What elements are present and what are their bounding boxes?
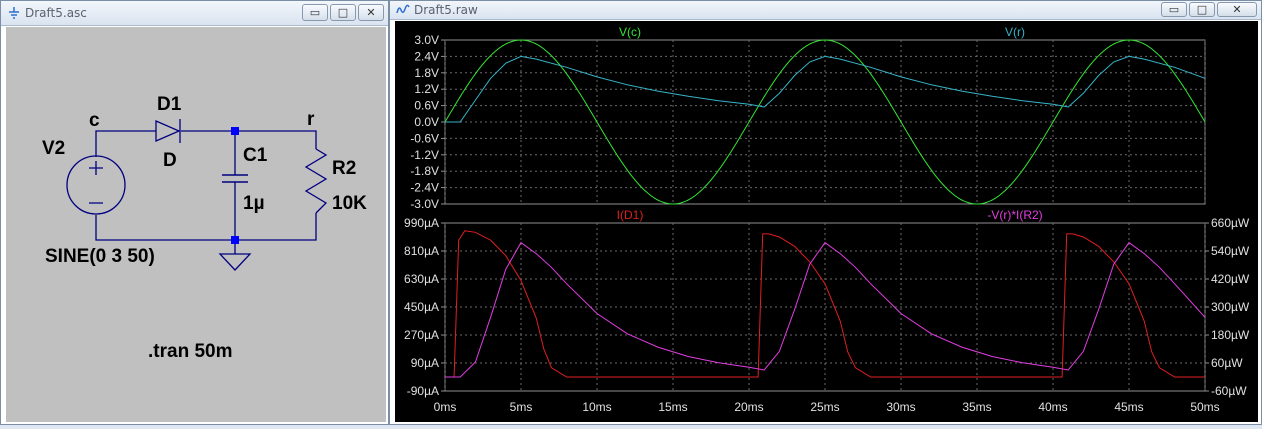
y2-tick-label: 180µW <box>1211 328 1250 342</box>
schematic-window[interactable]: Draft5.asc ▭ □ ✕ <box>0 0 389 425</box>
x-tick-label: 5ms <box>510 400 533 414</box>
x-tick-label: 40ms <box>1038 400 1067 414</box>
schematic-title: Draft5.asc <box>25 6 87 20</box>
maximize-icon: □ <box>337 6 349 19</box>
y-tick-label: 270µA <box>404 328 439 342</box>
close-button[interactable]: ✕ <box>358 4 384 21</box>
x-tick-label: 0ms <box>434 400 457 414</box>
wire-top[interactable] <box>181 130 317 149</box>
x-tick-label: 30ms <box>886 400 915 414</box>
y-tick-label: -1.8V <box>410 164 439 178</box>
x-tick-label: 45ms <box>1114 400 1143 414</box>
diode-name: D1 <box>157 94 182 115</box>
y-tick-label: -1.2V <box>410 148 439 162</box>
y-tick-label: -2.4V <box>410 181 439 195</box>
y-tick-label: 450µA <box>404 300 439 314</box>
waveform-plots[interactable]: 3.0V 2.4V 1.8V 1.2V 0.6V 0.0V -0.6V -1.2V -1.8V -… <box>395 21 1260 424</box>
series-line-i-d1 <box>445 230 1205 378</box>
legend-label: I(D1) <box>617 208 644 222</box>
legend-label: -V(r)*I(R2) <box>987 208 1042 222</box>
y-tick-label: 3.0V <box>414 33 439 47</box>
schematic-drawing[interactable]: c r D1 D C1 1µ R2 10K V2 SINE(0 3 50) .t… <box>6 27 388 424</box>
y-tick-label: 2.4V <box>414 49 439 63</box>
diode-symbol[interactable] <box>155 119 181 143</box>
x-tick-label: 20ms <box>734 400 763 414</box>
resistor-value: 10K <box>332 193 367 214</box>
y2-tick-label: 60µW <box>1211 356 1243 370</box>
diode-model: D <box>163 150 177 171</box>
minimize-icon: ▭ <box>1168 3 1180 16</box>
voltage-source-symbol[interactable] <box>66 155 126 215</box>
source-value: SINE(0 3 50) <box>45 246 155 267</box>
source-name: V2 <box>42 138 65 159</box>
series-line-v-r <box>445 55 1206 123</box>
y-tick-label: 0.6V <box>414 99 439 113</box>
capacitor-symbol[interactable] <box>222 174 248 183</box>
y2-tick-label: -60µW <box>1211 384 1247 398</box>
waveform-window[interactable]: Draft5.raw ▭ □ ✕ 3.0V 2.4V 1.8V 1.2V 0.6V 0.0… <box>389 0 1262 425</box>
resistor-symbol[interactable] <box>304 148 328 214</box>
node-label-c: c <box>89 110 100 131</box>
x-tick-label: 10ms <box>582 400 611 414</box>
x-tick-label: 15ms <box>658 400 687 414</box>
y2-tick-label: 420µW <box>1211 272 1250 286</box>
maximize-button[interactable]: □ <box>330 4 356 21</box>
y-tick-label: 90µA <box>411 356 439 370</box>
resistor-name: R2 <box>332 158 356 179</box>
minimize-button[interactable]: ▭ <box>302 4 328 21</box>
waveform-title: Draft5.raw <box>414 3 478 17</box>
node-label-r: r <box>307 109 315 130</box>
maximize-icon: □ <box>1196 3 1208 16</box>
y-tick-label: 990µA <box>404 216 439 230</box>
y-tick-label: -0.6V <box>410 131 439 145</box>
junction-dot <box>231 236 239 244</box>
minimize-button[interactable]: ▭ <box>1161 2 1187 17</box>
maximize-button[interactable]: □ <box>1189 2 1215 17</box>
schematic-doc-icon <box>9 7 19 19</box>
schematic-titlebar[interactable]: Draft5.asc ▭ □ ✕ <box>1 1 388 26</box>
wire-bottom[interactable] <box>95 213 317 241</box>
y-tick-label: 1.8V <box>414 66 439 80</box>
waveform-titlebar[interactable]: Draft5.raw ▭ □ ✕ <box>390 1 1261 20</box>
capacitor-value: 1µ <box>243 193 265 214</box>
y2-tick-label: 660µW <box>1211 216 1250 230</box>
capacitor-name: C1 <box>243 145 268 166</box>
legend-label: V(c) <box>619 25 641 39</box>
y-tick-label: 630µA <box>404 272 439 286</box>
tran-directive[interactable]: .tran 50m <box>148 341 232 362</box>
wire-c[interactable] <box>95 130 156 157</box>
x-tick-label: 35ms <box>962 400 991 414</box>
y2-tick-label: 540µW <box>1211 244 1250 258</box>
minimize-icon: ▭ <box>309 6 321 19</box>
ground-symbol[interactable] <box>218 253 252 271</box>
y-tick-label: 1.2V <box>414 82 439 96</box>
series-line-v-c <box>444 39 1206 205</box>
close-button[interactable]: ✕ <box>1217 2 1257 17</box>
junction-dot <box>231 127 239 135</box>
y-tick-label: 810µA <box>404 244 439 258</box>
x-tick-label: 50ms <box>1190 400 1219 414</box>
x-tick-label: 25ms <box>810 400 839 414</box>
y2-tick-label: 300µW <box>1211 300 1250 314</box>
schematic-canvas[interactable]: c r D1 D C1 1µ R2 10K V2 SINE(0 3 50) .t… <box>6 27 386 422</box>
y-tick-label: 0.0V <box>414 115 439 129</box>
legend-label: V(r) <box>1005 25 1025 39</box>
close-icon: ✕ <box>366 6 376 19</box>
waveform-doc-icon <box>396 4 410 14</box>
plot-canvas[interactable]: 3.0V 2.4V 1.8V 1.2V 0.6V 0.0V -0.6V -1.2V -1.8V -… <box>395 21 1258 422</box>
y-tick-label: -90µA <box>407 384 439 398</box>
series-line-v-r-i-r2 <box>445 241 1206 378</box>
close-icon: ✕ <box>1232 3 1242 16</box>
y-tick-label: -3.0V <box>410 197 439 211</box>
